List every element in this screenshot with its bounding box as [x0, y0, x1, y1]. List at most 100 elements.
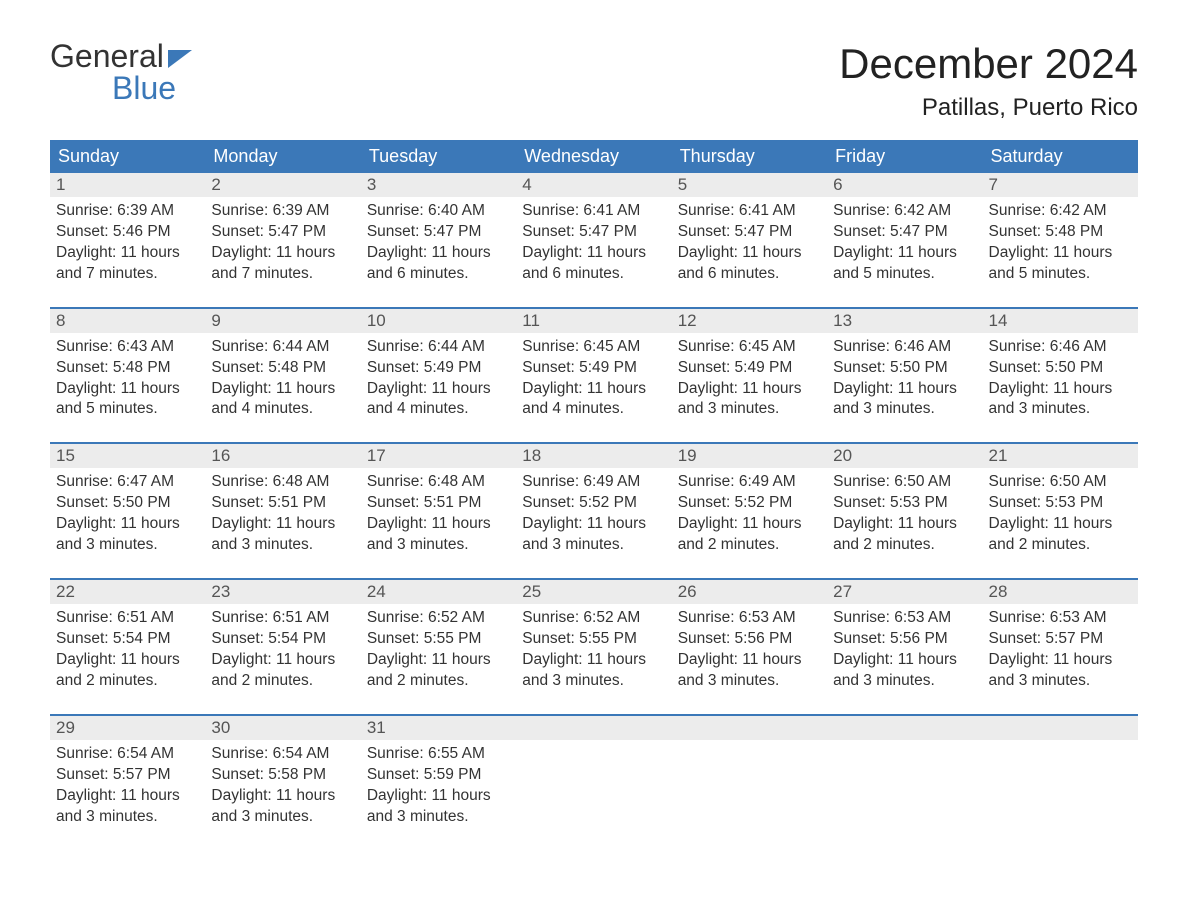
- day-header-row: Sunday Monday Tuesday Wednesday Thursday…: [50, 140, 1138, 173]
- d1-line: Daylight: 11 hours: [833, 514, 976, 535]
- d2-line: and 3 minutes.: [833, 399, 976, 420]
- sunset-line: Sunset: 5:57 PM: [989, 629, 1132, 650]
- d1-line: Daylight: 11 hours: [367, 243, 510, 264]
- day-number: 7: [983, 173, 1138, 197]
- day-body: Sunrise: 6:53 AMSunset: 5:57 PMDaylight:…: [983, 604, 1138, 700]
- d1-line: Daylight: 11 hours: [522, 379, 665, 400]
- day-number: 19: [672, 444, 827, 468]
- day-body: Sunrise: 6:44 AMSunset: 5:49 PMDaylight:…: [361, 333, 516, 429]
- day-number: 5: [672, 173, 827, 197]
- sunrise-line: Sunrise: 6:53 AM: [678, 608, 821, 629]
- sunrise-line: Sunrise: 6:52 AM: [367, 608, 510, 629]
- d1-line: Daylight: 11 hours: [678, 514, 821, 535]
- sunrise-line: Sunrise: 6:48 AM: [367, 472, 510, 493]
- sunrise-line: Sunrise: 6:41 AM: [678, 201, 821, 222]
- sunrise-line: Sunrise: 6:39 AM: [211, 201, 354, 222]
- sunrise-line: Sunrise: 6:50 AM: [989, 472, 1132, 493]
- day-number: 1: [50, 173, 205, 197]
- sunset-line: Sunset: 5:50 PM: [833, 358, 976, 379]
- sunset-line: Sunset: 5:55 PM: [367, 629, 510, 650]
- day-body: Sunrise: 6:48 AMSunset: 5:51 PMDaylight:…: [361, 468, 516, 564]
- day-cell: 12Sunrise: 6:45 AMSunset: 5:49 PMDayligh…: [672, 309, 827, 429]
- d1-line: Daylight: 11 hours: [211, 514, 354, 535]
- sunset-line: Sunset: 5:56 PM: [678, 629, 821, 650]
- day-body: Sunrise: 6:54 AMSunset: 5:57 PMDaylight:…: [50, 740, 205, 836]
- d1-line: Daylight: 11 hours: [367, 786, 510, 807]
- day-body: Sunrise: 6:55 AMSunset: 5:59 PMDaylight:…: [361, 740, 516, 836]
- d1-line: Daylight: 11 hours: [56, 650, 199, 671]
- day-cell: 7Sunrise: 6:42 AMSunset: 5:48 PMDaylight…: [983, 173, 1138, 293]
- day-number: 11: [516, 309, 671, 333]
- sunrise-line: Sunrise: 6:53 AM: [989, 608, 1132, 629]
- day-header-wed: Wednesday: [516, 140, 671, 173]
- day-body: Sunrise: 6:48 AMSunset: 5:51 PMDaylight:…: [205, 468, 360, 564]
- day-body: Sunrise: 6:50 AMSunset: 5:53 PMDaylight:…: [827, 468, 982, 564]
- sunset-line: Sunset: 5:53 PM: [989, 493, 1132, 514]
- day-body: Sunrise: 6:42 AMSunset: 5:48 PMDaylight:…: [983, 197, 1138, 293]
- day-cell: [983, 716, 1138, 836]
- day-number: 27: [827, 580, 982, 604]
- d2-line: and 5 minutes.: [833, 264, 976, 285]
- d2-line: and 3 minutes.: [522, 535, 665, 556]
- sunset-line: Sunset: 5:46 PM: [56, 222, 199, 243]
- day-body: Sunrise: 6:43 AMSunset: 5:48 PMDaylight:…: [50, 333, 205, 429]
- d2-line: and 3 minutes.: [367, 807, 510, 828]
- day-number: 22: [50, 580, 205, 604]
- day-number: 24: [361, 580, 516, 604]
- day-header-mon: Monday: [205, 140, 360, 173]
- day-body: Sunrise: 6:51 AMSunset: 5:54 PMDaylight:…: [50, 604, 205, 700]
- day-number: 10: [361, 309, 516, 333]
- sunset-line: Sunset: 5:58 PM: [211, 765, 354, 786]
- day-cell: 19Sunrise: 6:49 AMSunset: 5:52 PMDayligh…: [672, 444, 827, 564]
- day-cell: 30Sunrise: 6:54 AMSunset: 5:58 PMDayligh…: [205, 716, 360, 836]
- sunrise-line: Sunrise: 6:47 AM: [56, 472, 199, 493]
- day-number: 23: [205, 580, 360, 604]
- d2-line: and 3 minutes.: [678, 399, 821, 420]
- d1-line: Daylight: 11 hours: [833, 379, 976, 400]
- sunrise-line: Sunrise: 6:49 AM: [678, 472, 821, 493]
- day-cell: 5Sunrise: 6:41 AMSunset: 5:47 PMDaylight…: [672, 173, 827, 293]
- day-body: Sunrise: 6:44 AMSunset: 5:48 PMDaylight:…: [205, 333, 360, 429]
- sunrise-line: Sunrise: 6:41 AM: [522, 201, 665, 222]
- day-number: 31: [361, 716, 516, 740]
- sunrise-line: Sunrise: 6:55 AM: [367, 744, 510, 765]
- sunset-line: Sunset: 5:49 PM: [367, 358, 510, 379]
- d1-line: Daylight: 11 hours: [678, 379, 821, 400]
- day-number: 3: [361, 173, 516, 197]
- day-body: Sunrise: 6:42 AMSunset: 5:47 PMDaylight:…: [827, 197, 982, 293]
- d2-line: and 3 minutes.: [989, 399, 1132, 420]
- d1-line: Daylight: 11 hours: [211, 243, 354, 264]
- d1-line: Daylight: 11 hours: [56, 379, 199, 400]
- day-cell: 4Sunrise: 6:41 AMSunset: 5:47 PMDaylight…: [516, 173, 671, 293]
- d1-line: Daylight: 11 hours: [211, 650, 354, 671]
- day-body: Sunrise: 6:53 AMSunset: 5:56 PMDaylight:…: [827, 604, 982, 700]
- d2-line: and 2 minutes.: [989, 535, 1132, 556]
- sunset-line: Sunset: 5:56 PM: [833, 629, 976, 650]
- d1-line: Daylight: 11 hours: [522, 243, 665, 264]
- sunrise-line: Sunrise: 6:45 AM: [522, 337, 665, 358]
- day-cell: 26Sunrise: 6:53 AMSunset: 5:56 PMDayligh…: [672, 580, 827, 700]
- day-body: Sunrise: 6:39 AMSunset: 5:47 PMDaylight:…: [205, 197, 360, 293]
- sunrise-line: Sunrise: 6:44 AM: [211, 337, 354, 358]
- day-cell: 1Sunrise: 6:39 AMSunset: 5:46 PMDaylight…: [50, 173, 205, 293]
- sunset-line: Sunset: 5:48 PM: [56, 358, 199, 379]
- day-number: 30: [205, 716, 360, 740]
- sunrise-line: Sunrise: 6:42 AM: [833, 201, 976, 222]
- day-number: 6: [827, 173, 982, 197]
- d1-line: Daylight: 11 hours: [678, 243, 821, 264]
- day-cell: [827, 716, 982, 836]
- day-number: 25: [516, 580, 671, 604]
- day-body: Sunrise: 6:53 AMSunset: 5:56 PMDaylight:…: [672, 604, 827, 700]
- day-cell: 11Sunrise: 6:45 AMSunset: 5:49 PMDayligh…: [516, 309, 671, 429]
- sunrise-line: Sunrise: 6:46 AM: [989, 337, 1132, 358]
- d1-line: Daylight: 11 hours: [989, 243, 1132, 264]
- week-row: 15Sunrise: 6:47 AMSunset: 5:50 PMDayligh…: [50, 442, 1138, 564]
- logo-word1: General: [50, 40, 164, 72]
- day-cell: 27Sunrise: 6:53 AMSunset: 5:56 PMDayligh…: [827, 580, 982, 700]
- d1-line: Daylight: 11 hours: [211, 379, 354, 400]
- sunset-line: Sunset: 5:51 PM: [211, 493, 354, 514]
- day-body: Sunrise: 6:52 AMSunset: 5:55 PMDaylight:…: [516, 604, 671, 700]
- sunrise-line: Sunrise: 6:40 AM: [367, 201, 510, 222]
- sunrise-line: Sunrise: 6:42 AM: [989, 201, 1132, 222]
- day-number: 20: [827, 444, 982, 468]
